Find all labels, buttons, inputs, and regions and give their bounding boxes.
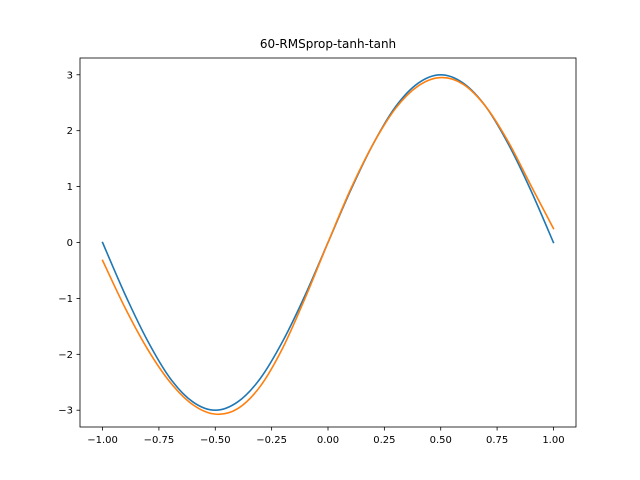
x-tick-label: 0.25 xyxy=(373,435,395,446)
y-tick-label: −3 xyxy=(58,406,73,417)
y-tick-label: −1 xyxy=(58,294,73,305)
x-tick-label: 0.00 xyxy=(317,435,339,446)
y-tick-label: 2 xyxy=(67,126,73,137)
x-tick-label: −0.25 xyxy=(256,435,287,446)
y-tick-label: 0 xyxy=(67,238,73,249)
x-tick-label: 1.00 xyxy=(542,435,564,446)
x-tick-label: 0.50 xyxy=(430,435,452,446)
chart-title: 60-RMSprop-tanh-tanh xyxy=(260,37,396,51)
x-tick-label: −0.50 xyxy=(200,435,231,446)
y-tick-label: 1 xyxy=(67,182,73,193)
series-layer xyxy=(101,73,555,416)
x-tick-label: 0.75 xyxy=(486,435,508,446)
axes-layer: −1.00 −0.75 −0.50 −0.25 0.00 0.25 0.50 0.75 1.00… xyxy=(58,57,577,446)
x-tick-label: −0.75 xyxy=(144,435,175,446)
y-tick-label: 3 xyxy=(67,70,73,81)
y-tick-label: −2 xyxy=(58,350,73,361)
series-line-2 xyxy=(101,76,555,416)
x-tick-label: −1.00 xyxy=(87,435,118,446)
